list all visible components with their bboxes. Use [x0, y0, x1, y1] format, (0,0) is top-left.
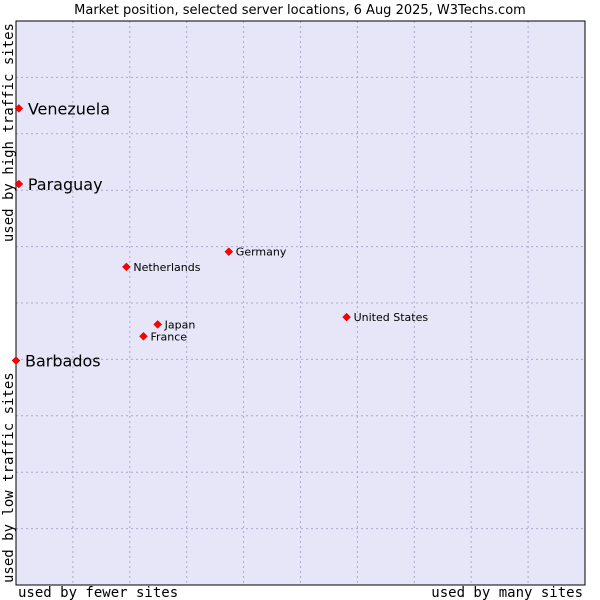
- point-marker: [342, 312, 351, 322]
- point-marker: [11, 356, 21, 365]
- point-paraguay: Paraguay: [14, 175, 103, 194]
- y-axis-label-top: used by high traffic sites: [1, 23, 17, 242]
- point-label: United States: [354, 311, 429, 324]
- point-marker: [153, 320, 163, 329]
- point-label: France: [150, 330, 187, 343]
- point-japan: Japan: [153, 318, 196, 331]
- point-germany: Germany: [224, 246, 287, 259]
- point-france: France: [139, 330, 187, 343]
- point-marker: [14, 104, 24, 113]
- point-united-states: United States: [342, 311, 429, 324]
- data-points: Venezuela Paraguay Barbados Germany Netherla…: [11, 99, 429, 371]
- grid-lines: [16, 21, 585, 585]
- point-marker: [122, 262, 131, 272]
- point-barbados: Barbados: [11, 352, 101, 371]
- point-marker: [224, 247, 234, 257]
- x-axis-label-left: used by fewer sites: [18, 585, 178, 600]
- point-venezuela: Venezuela: [14, 99, 110, 118]
- point-label: Japan: [164, 318, 196, 331]
- point-label: Netherlands: [133, 261, 200, 274]
- plot-border: [15, 20, 586, 586]
- x-axis-label-right: used by many sites: [431, 585, 583, 600]
- point-label: Venezuela: [28, 99, 110, 118]
- point-marker: [139, 331, 148, 341]
- chart-title: Market position, selected server locatio…: [74, 3, 526, 18]
- point-marker: [14, 179, 24, 189]
- point-netherlands: Netherlands: [122, 261, 201, 274]
- point-label: Paraguay: [28, 175, 103, 194]
- y-axis-label-bottom: used by low traffic sites: [1, 372, 17, 583]
- point-label: Germany: [236, 246, 287, 259]
- point-label: Barbados: [25, 352, 101, 371]
